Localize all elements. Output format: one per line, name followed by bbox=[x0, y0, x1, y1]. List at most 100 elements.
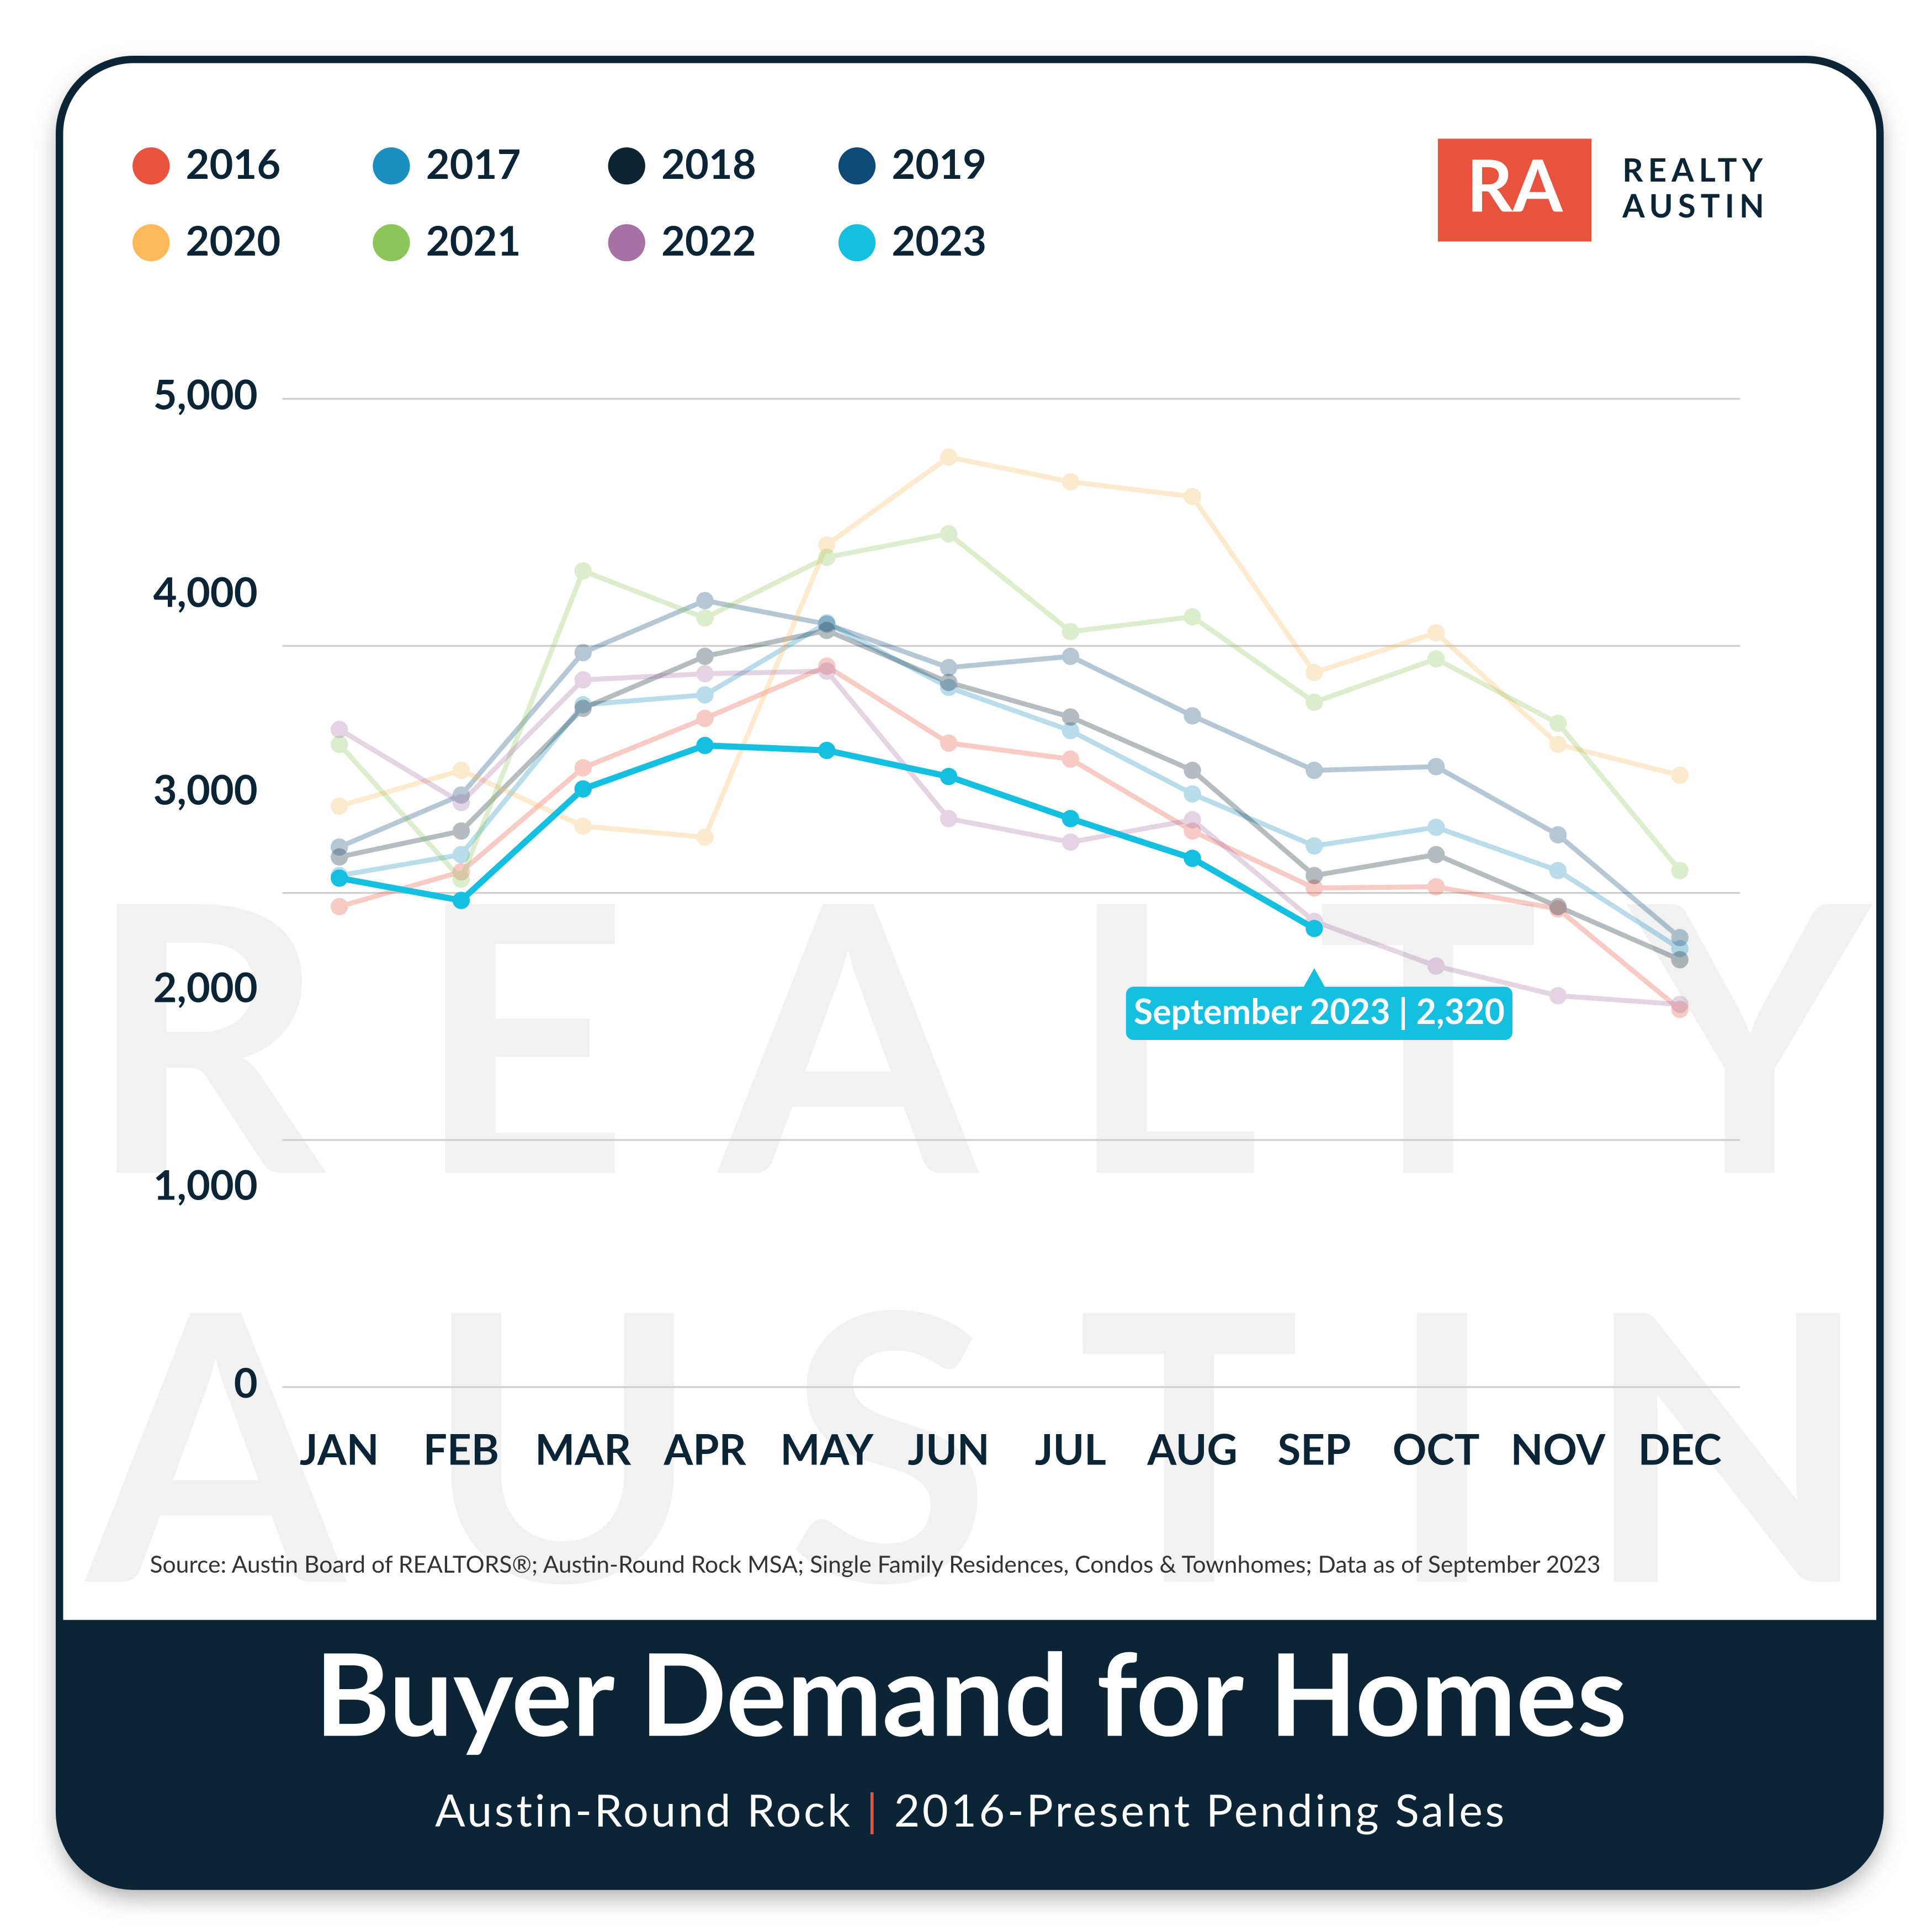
y-tick-label: 0 bbox=[234, 1357, 258, 1406]
x-tick-label: FEB bbox=[423, 1424, 499, 1474]
legend-swatch bbox=[373, 147, 410, 185]
point bbox=[1183, 822, 1201, 840]
point bbox=[1183, 487, 1201, 506]
point bbox=[1305, 837, 1323, 855]
point bbox=[1183, 761, 1201, 779]
point bbox=[331, 838, 348, 856]
point bbox=[452, 846, 470, 863]
series bbox=[331, 662, 1689, 1013]
series bbox=[331, 657, 1689, 1018]
point bbox=[1671, 766, 1689, 784]
card-border bbox=[55, 55, 1884, 1890]
series-line bbox=[338, 454, 1681, 840]
x-tick-label: MAY bbox=[780, 1424, 873, 1474]
series-line bbox=[338, 598, 1682, 940]
point bbox=[940, 678, 958, 696]
annotation-pointer bbox=[1303, 968, 1326, 988]
x-tick-label: SEP bbox=[1277, 1424, 1351, 1474]
legend-label: 2019 bbox=[891, 139, 986, 188]
point bbox=[696, 828, 714, 846]
point bbox=[940, 659, 958, 677]
legend-label: 2016 bbox=[186, 139, 281, 188]
logo-mark: RA bbox=[1467, 141, 1564, 227]
y-tick-label: 5,000 bbox=[153, 369, 258, 418]
point bbox=[331, 735, 348, 753]
point bbox=[696, 686, 714, 704]
point bbox=[696, 709, 714, 728]
series bbox=[331, 448, 1689, 846]
point bbox=[574, 644, 592, 661]
point bbox=[1549, 714, 1567, 733]
point bbox=[1427, 624, 1445, 642]
point bbox=[574, 699, 592, 717]
point bbox=[452, 786, 470, 804]
x-tick-label: AUG bbox=[1147, 1424, 1238, 1474]
point bbox=[1549, 898, 1567, 916]
point bbox=[452, 794, 470, 811]
series-line bbox=[338, 628, 1681, 962]
point bbox=[331, 869, 348, 887]
point bbox=[1061, 473, 1080, 491]
point bbox=[940, 734, 958, 752]
y-tick-label: 1,000 bbox=[153, 1160, 258, 1209]
point bbox=[574, 759, 592, 777]
series bbox=[331, 592, 1689, 947]
point bbox=[1549, 735, 1567, 753]
legend-label: 2022 bbox=[661, 215, 756, 264]
point bbox=[1549, 862, 1567, 879]
point bbox=[1305, 920, 1323, 937]
y-tick-label: 3,000 bbox=[153, 765, 258, 814]
x-tick-label: MAR bbox=[535, 1424, 631, 1474]
point bbox=[574, 696, 592, 714]
point bbox=[1183, 707, 1201, 725]
point bbox=[1427, 650, 1445, 668]
series bbox=[331, 525, 1689, 888]
point bbox=[696, 736, 714, 755]
point bbox=[452, 863, 470, 881]
subtitle: Austin-Round Rock | 2016-Present Pending… bbox=[435, 1784, 1507, 1837]
series-line bbox=[338, 664, 1682, 1011]
legend-label: 2017 bbox=[426, 139, 521, 188]
legend-swatch bbox=[132, 224, 170, 262]
x-tick-label: DEC bbox=[1638, 1424, 1722, 1474]
legend-label: 2018 bbox=[661, 139, 756, 188]
point bbox=[940, 525, 958, 543]
series-line bbox=[338, 620, 1681, 951]
point bbox=[940, 673, 958, 691]
point bbox=[1671, 928, 1689, 947]
point bbox=[1671, 862, 1689, 879]
legend-swatch bbox=[838, 147, 876, 185]
point bbox=[940, 768, 958, 785]
x-tick-label: OCT bbox=[1393, 1424, 1480, 1474]
point bbox=[331, 898, 348, 916]
y-tick-label: 2,000 bbox=[153, 962, 258, 1011]
title-band bbox=[59, 1620, 1880, 1886]
point bbox=[1549, 900, 1567, 918]
legend-swatch bbox=[608, 147, 645, 185]
point bbox=[1061, 750, 1080, 768]
point bbox=[1427, 758, 1445, 776]
logo-box bbox=[1437, 139, 1592, 242]
point bbox=[696, 665, 714, 683]
point bbox=[1061, 623, 1080, 640]
point bbox=[1305, 879, 1323, 897]
annotation: September 2023 | 2,320 bbox=[1134, 990, 1505, 1032]
card bbox=[59, 59, 1880, 1886]
legend-swatch bbox=[608, 224, 645, 262]
point bbox=[1183, 850, 1201, 867]
point bbox=[1671, 995, 1689, 1013]
point bbox=[1305, 693, 1323, 711]
point bbox=[696, 647, 714, 665]
legend-label: 2021 bbox=[426, 215, 521, 264]
logo-text: AUSTIN bbox=[1622, 186, 1769, 225]
point bbox=[818, 615, 836, 633]
x-tick-label: JUL bbox=[1035, 1424, 1106, 1474]
point bbox=[1549, 987, 1567, 1005]
point bbox=[1061, 810, 1080, 827]
point bbox=[331, 848, 348, 866]
legend-swatch bbox=[373, 224, 410, 262]
point bbox=[818, 662, 836, 680]
point bbox=[696, 592, 714, 609]
